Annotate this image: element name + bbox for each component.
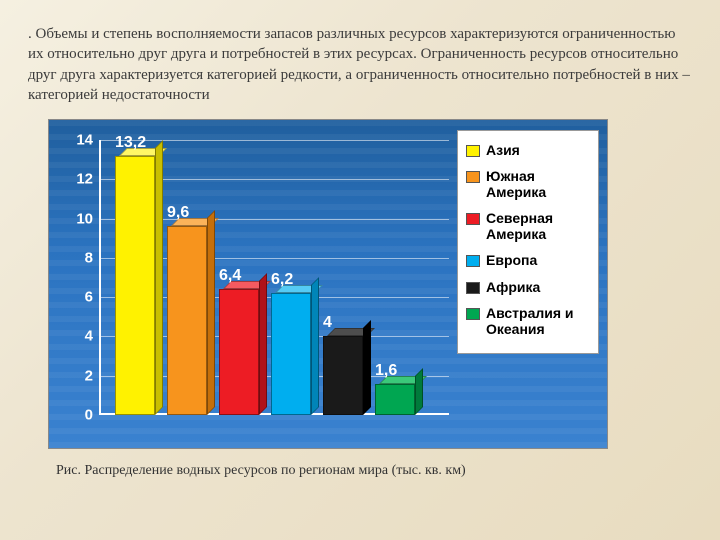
y-tick-label: 14 <box>67 132 93 149</box>
legend-item: Австралия и Океания <box>466 305 590 337</box>
bar: 1,6 <box>373 140 417 415</box>
bar-side <box>415 368 423 415</box>
bar-front <box>323 336 363 415</box>
bar-value-label: 1,6 <box>375 362 397 380</box>
y-tick-label: 2 <box>67 367 93 384</box>
legend-item: Северная Америка <box>466 210 590 242</box>
plot-area: 02468101214 13,29,66,46,241,6 <box>99 140 449 415</box>
legend-label: Южная Америка <box>486 168 590 200</box>
intro-paragraph: . Объемы и степень восполняемости запасо… <box>28 24 692 105</box>
legend-label: Европа <box>486 252 537 268</box>
legend-swatch <box>466 255 480 267</box>
legend-label: Африка <box>486 279 540 295</box>
bar-chart: 0 2 4 6 8 10 12 14 13,2 9,6 6,4 6,2 4 1,6 Азия Южная … <box>48 119 608 449</box>
bar-side <box>311 277 319 415</box>
bar-side <box>207 210 215 415</box>
legend-swatch <box>466 171 480 183</box>
bar: 13,2 <box>113 140 157 415</box>
slide-page: . Объемы и степень восполняемости запасо… <box>0 0 720 540</box>
legend-swatch <box>466 282 480 294</box>
bar-front <box>167 226 207 415</box>
legend-swatch <box>466 145 480 157</box>
y-tick-label: 8 <box>67 249 93 266</box>
legend-label: Австралия и Океания <box>486 305 590 337</box>
legend-item: Азия <box>466 142 590 158</box>
bar-side <box>155 140 163 415</box>
legend-item: Южная Америка <box>466 168 590 200</box>
bar-front <box>375 384 415 415</box>
bar-value-label: 6,2 <box>271 271 293 289</box>
legend-item: Европа <box>466 252 590 268</box>
figure-caption: Рис. Распределение водных ресурсов по ре… <box>56 463 692 479</box>
bar-side <box>259 273 267 415</box>
bar-value-label: 6,4 <box>219 267 241 285</box>
y-tick-label: 0 <box>67 407 93 424</box>
bar-side <box>363 320 371 415</box>
bar: 9,6 <box>165 140 209 415</box>
bar-front <box>271 293 311 415</box>
bars-container: 13,2 9,6 6,4 6,2 4 1,6 <box>113 140 417 415</box>
y-tick-label: 4 <box>67 328 93 345</box>
bar: 6,4 <box>217 140 261 415</box>
bar-front <box>219 289 259 415</box>
legend-item: Африка <box>466 279 590 295</box>
bar-front <box>115 156 155 415</box>
legend-swatch <box>466 213 480 225</box>
bar: 6,2 <box>269 140 313 415</box>
bar-value-label: 4 <box>323 314 332 332</box>
y-tick-label: 10 <box>67 210 93 227</box>
bar-value-label: 9,6 <box>167 204 189 222</box>
y-tick-label: 6 <box>67 289 93 306</box>
y-axis <box>99 140 101 415</box>
legend-label: Азия <box>486 142 520 158</box>
legend-label: Северная Америка <box>486 210 590 242</box>
bar-value-label: 13,2 <box>115 134 146 152</box>
y-tick-label: 12 <box>67 171 93 188</box>
legend-swatch <box>466 308 480 320</box>
legend: Азия Южная Америка Северная Америка Европа А… <box>457 130 599 354</box>
bar: 4 <box>321 140 365 415</box>
